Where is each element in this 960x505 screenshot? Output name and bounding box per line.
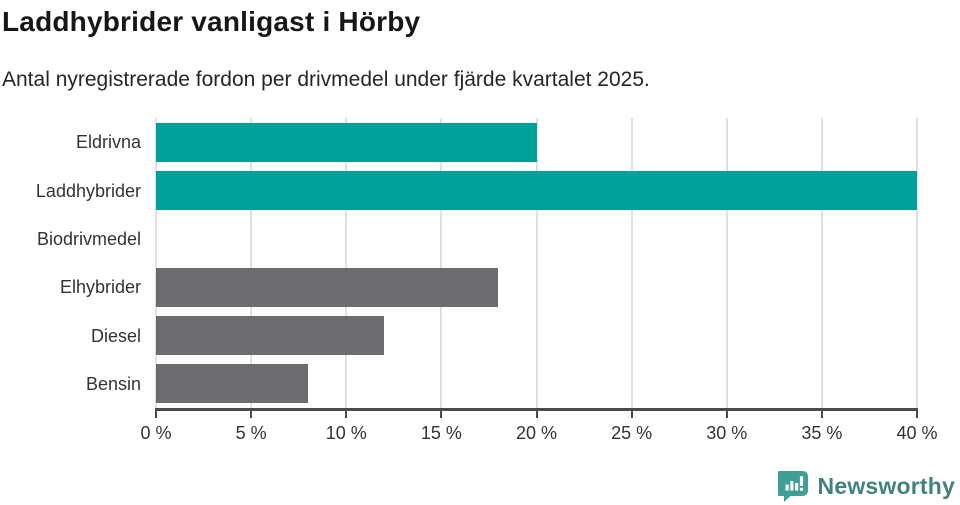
gridline [725, 118, 728, 408]
brand-footer: Newsworthy [777, 470, 955, 502]
gridline [345, 118, 348, 408]
category-label: Diesel [90, 325, 141, 346]
x-axis-tick [535, 411, 538, 418]
x-axis-tick-label: 0 % [140, 423, 172, 443]
category-label: Biodrivmedel [36, 228, 141, 249]
x-axis-tick [155, 411, 157, 418]
gridline [820, 118, 823, 408]
bar-diesel [156, 316, 385, 355]
x-axis-tick-label: 35 % [801, 423, 843, 443]
category-label: Elhybrider [59, 277, 141, 298]
bar-bensin [156, 364, 309, 404]
x-axis-tick [345, 411, 348, 418]
x-axis-tick [916, 411, 918, 418]
x-axis-tick-label: 20 % [515, 423, 558, 443]
gridline [535, 118, 538, 408]
x-axis-tick-label: 5 % [235, 423, 267, 443]
category-label: Eldrivna [75, 132, 141, 153]
bar-eldrivna [156, 122, 537, 162]
gridline [916, 118, 918, 408]
gridline [250, 118, 253, 408]
x-axis-tick-label: 30 % [706, 423, 748, 443]
x-axis-tick [725, 411, 728, 418]
category-label: Bensin [85, 373, 141, 394]
gridline [440, 118, 443, 408]
newsworthy-logo-icon [777, 471, 808, 502]
x-axis-tick-label: 15 % [420, 423, 462, 443]
bar-laddhybrider [156, 171, 917, 210]
x-axis-tick-label: 10 % [325, 423, 367, 443]
gridline [630, 118, 633, 408]
chart-subtitle: Antal nyregistrerade fordon per drivmede… [2, 68, 650, 91]
x-axis-line [155, 408, 918, 411]
x-axis-tick [820, 411, 823, 418]
x-axis-tick [630, 411, 633, 418]
x-axis-tick-label: 40 % [896, 423, 938, 443]
x-axis-tick [250, 411, 253, 418]
x-axis-tick [440, 411, 443, 418]
bar-elhybrider [156, 267, 499, 307]
gridline [155, 118, 157, 408]
chart-title: Laddhybrider vanligast i Hörby [2, 6, 421, 37]
x-axis-tick-label: 25 % [611, 423, 653, 443]
category-label: Laddhybrider [35, 180, 141, 201]
brand-name: Newsworthy [817, 472, 955, 499]
